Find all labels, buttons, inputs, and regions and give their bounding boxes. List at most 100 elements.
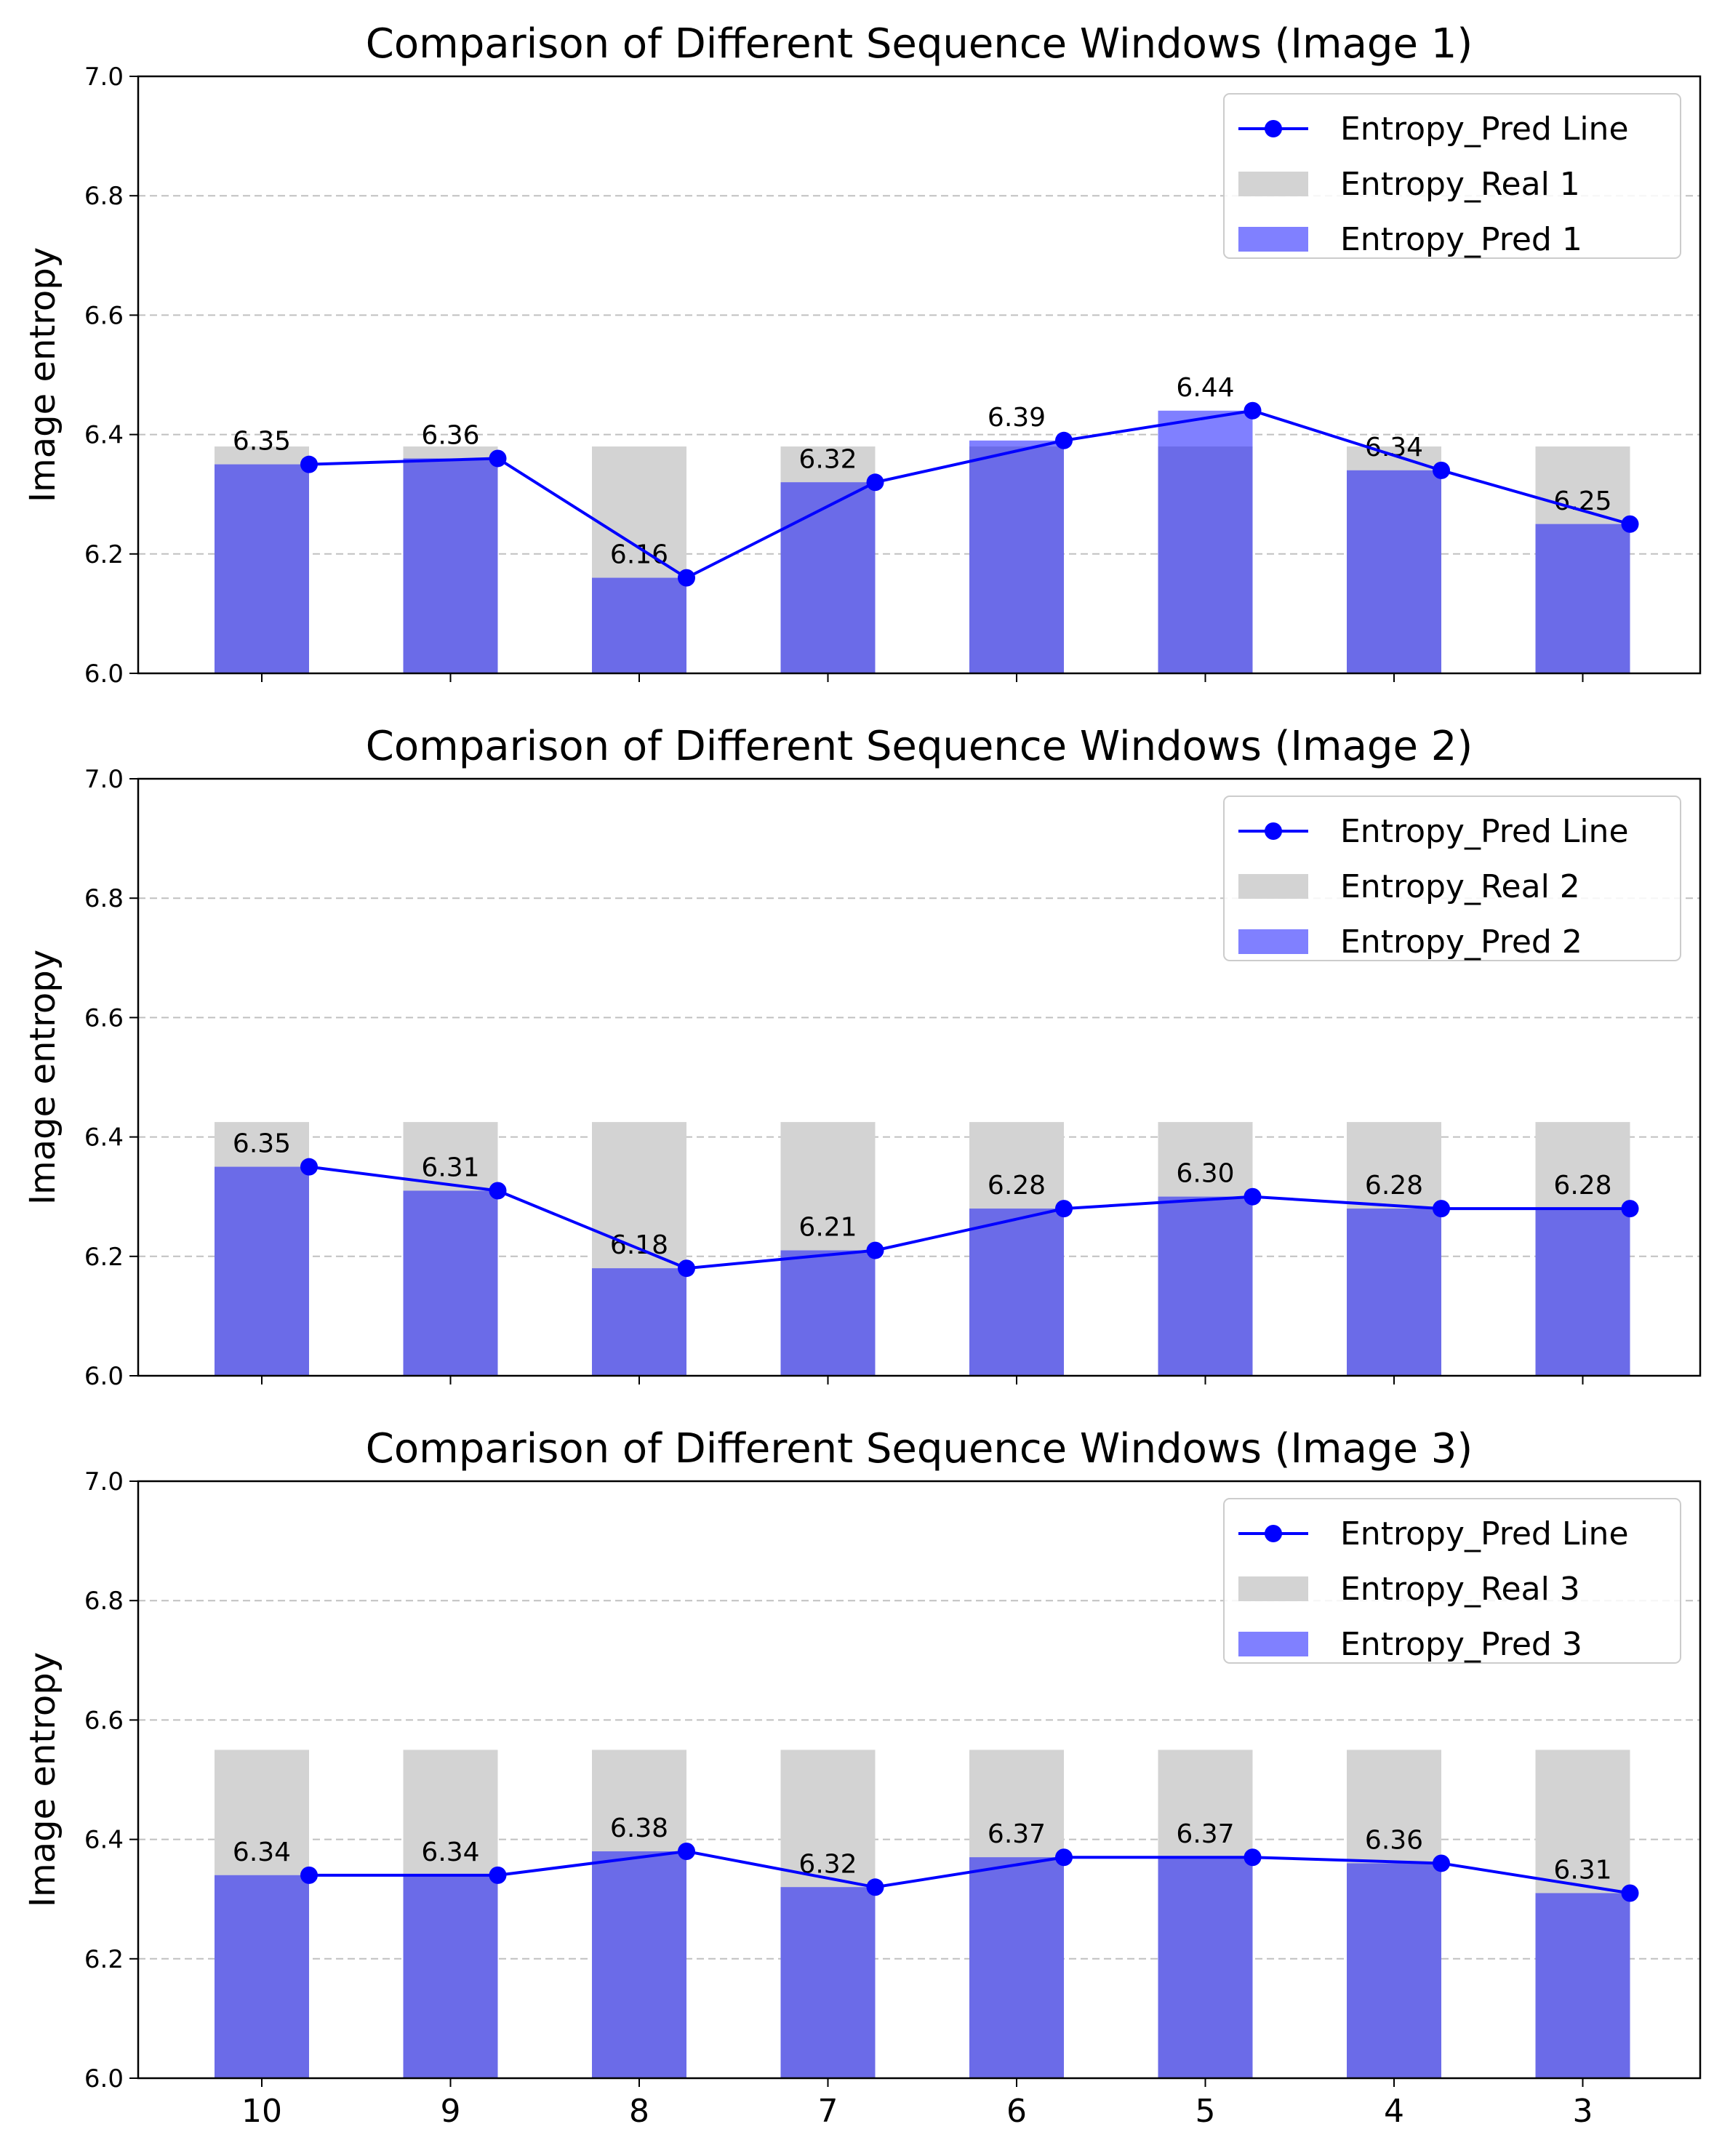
y-tick-label: 6.2: [84, 1945, 124, 1974]
bar-overlap: [403, 1190, 498, 1376]
x-tick-label: 6: [1006, 2093, 1027, 2130]
y-tick-label: 6.2: [84, 540, 124, 569]
bar-overlap: [1347, 1209, 1441, 1376]
legend-bar-swatch: [1238, 929, 1308, 954]
pred-line-point: [489, 449, 507, 468]
y-tick-label: 6.8: [84, 884, 124, 913]
legend-label: Entropy_Pred Line: [1340, 813, 1629, 850]
pred-line-point: [300, 1158, 318, 1176]
bar-overlap: [592, 1268, 686, 1376]
y-tick-label: 6.0: [84, 660, 124, 689]
data-label: 6.44: [1176, 373, 1234, 403]
pred-line: [309, 1849, 1630, 1895]
legend-label: Entropy_Pred Line: [1340, 1515, 1629, 1552]
y-tick-label: 6.8: [84, 1587, 124, 1616]
bar-overlap: [592, 1851, 686, 2078]
legend: Entropy_Pred Line Entropy_Real 2 Entropy_P…: [1223, 796, 1681, 961]
bar-overlap: [1535, 524, 1630, 673]
legend: Entropy_Pred Line Entropy_Real 3 Entropy_P…: [1223, 1498, 1681, 1664]
chart-panel-3: Comparison of Different Sequence Windows…: [23, 1425, 1702, 2130]
pred-line-point: [678, 1843, 695, 1861]
data-label: 6.28: [1553, 1171, 1611, 1201]
pred-line-point: [678, 1259, 695, 1278]
pred-line-point: [678, 569, 695, 587]
legend-bar-swatch: [1238, 227, 1308, 252]
data-label: 6.37: [988, 1819, 1046, 1849]
data-label: 6.34: [233, 1838, 291, 1867]
plot-frame: [137, 1480, 1702, 2080]
bar-overlap: [1347, 1863, 1441, 2078]
legend-bar-swatch: [1238, 874, 1308, 899]
data-label: 6.28: [988, 1171, 1046, 1201]
data-label: 6.38: [610, 1814, 668, 1843]
pred-line-point: [1433, 1200, 1450, 1218]
bar-overlap: [1158, 1857, 1253, 2078]
legend-marker-swatch: [1265, 1525, 1282, 1542]
chart-panel-1: Comparison of Different Sequence Windows…: [23, 20, 1702, 689]
data-label: 6.21: [798, 1213, 857, 1243]
bar-overlap: [1347, 470, 1441, 673]
pred-line-point: [300, 455, 318, 473]
legend-marker-swatch: [1265, 120, 1282, 137]
pred-line-point: [1055, 1200, 1073, 1218]
data-label: 6.35: [233, 427, 291, 457]
x-tick-label: 4: [1384, 2093, 1404, 2130]
chart-panel-2: Comparison of Different Sequence Windows…: [23, 723, 1702, 1391]
bar-overlap: [1158, 446, 1253, 673]
legend-label: Entropy_Pred 3: [1340, 1626, 1582, 1663]
y-tick-label: 6.2: [84, 1243, 124, 1272]
pred-line-point: [1055, 1848, 1073, 1867]
bar-overlap: [969, 1857, 1064, 2078]
legend-marker-swatch: [1265, 822, 1282, 840]
bar-overlap: [403, 458, 498, 673]
pred-line-point: [489, 1866, 507, 1884]
pred-line-point: [1621, 515, 1639, 533]
y-tick-label: 6.6: [84, 301, 124, 330]
pred-line-point: [1433, 1854, 1450, 1872]
legend-label: Entropy_Pred 2: [1340, 923, 1582, 961]
y-tick-label: 6.0: [84, 2064, 124, 2093]
bar-overlap: [780, 482, 876, 673]
data-label: 6.16: [610, 540, 668, 570]
data-label: 6.35: [233, 1129, 291, 1159]
chart-title: Comparison of Different Sequence Windows…: [366, 723, 1473, 770]
pred-line-point: [1055, 431, 1073, 449]
data-label: 6.30: [1176, 1159, 1234, 1189]
legend-label: Entropy_Real 2: [1340, 868, 1580, 905]
y-tick-label: 6.6: [84, 1706, 124, 1735]
bar-overlap: [1158, 1196, 1253, 1376]
pred-line-point: [1621, 1200, 1639, 1218]
bar-overlap: [215, 1166, 309, 1376]
bar-overlap: [969, 446, 1064, 673]
x-tick-label: 7: [818, 2093, 838, 2130]
legend-box: [1223, 796, 1681, 961]
y-tick-label: 6.4: [84, 421, 124, 450]
legend-bar-swatch: [1238, 1576, 1308, 1601]
data-label: 6.28: [1365, 1171, 1423, 1201]
data-label: 6.39: [988, 403, 1046, 433]
x-tick-label: 9: [441, 2093, 461, 2130]
plot-frame: [137, 75, 1702, 675]
legend-bar-swatch: [1238, 1632, 1308, 1656]
y-axis-label: Image entropy: [23, 950, 63, 1205]
pred-line: [308, 1165, 1630, 1270]
pred-line-point: [300, 1866, 318, 1884]
bar-overlap: [215, 1875, 309, 2078]
y-tick-label: 7.0: [84, 63, 124, 92]
data-label: 6.36: [1365, 1825, 1423, 1855]
bar-overlap: [780, 1887, 876, 2078]
pred-line-point: [866, 473, 884, 492]
data-label: 6.31: [421, 1153, 479, 1182]
x-tick-label: 10: [241, 2093, 282, 2130]
x-tick-label: 8: [629, 2093, 649, 2130]
y-tick-label: 6.4: [84, 1123, 124, 1153]
bar-overlap: [1535, 1209, 1630, 1376]
y-tick-label: 7.0: [84, 765, 124, 794]
y-axis-label: Image entropy: [23, 1652, 63, 1907]
data-label: 6.34: [1365, 433, 1423, 462]
bar-overlap: [592, 577, 686, 673]
pred-line-point: [866, 1878, 884, 1896]
legend: Entropy_Pred Line Entropy_Real 1 Entropy_P…: [1223, 93, 1681, 259]
legend-label: Entropy_Pred 1: [1340, 221, 1582, 258]
data-label: 6.36: [421, 420, 479, 450]
